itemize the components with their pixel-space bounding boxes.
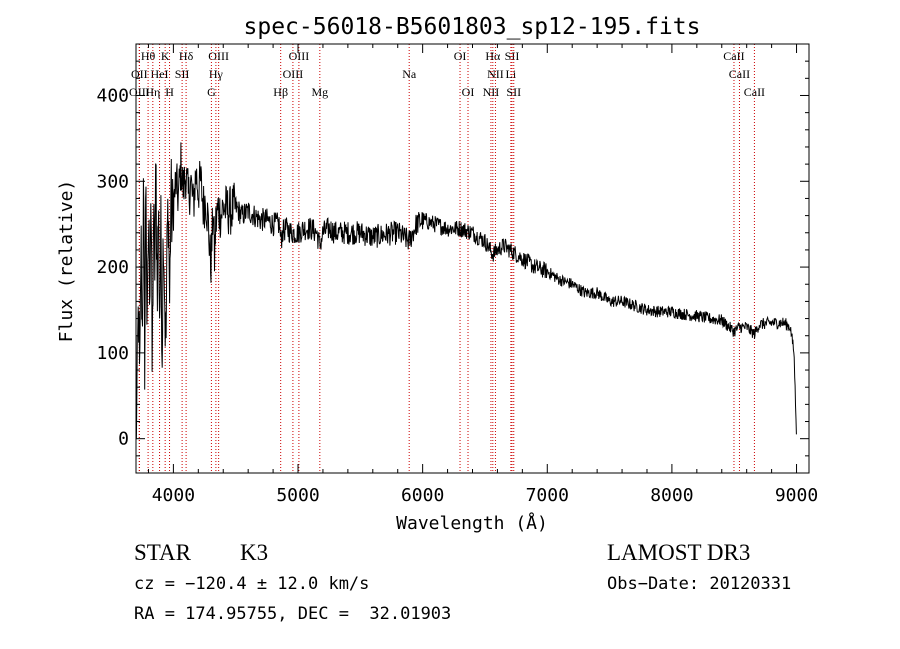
x-tick-label: 4000 <box>152 485 195 506</box>
line-label: Hγ <box>209 67 224 81</box>
spectrum-line <box>135 142 797 440</box>
line-label: Hα <box>485 49 501 63</box>
line-label: H <box>165 85 174 99</box>
y-tick-label: 200 <box>96 257 129 278</box>
line-label: SII <box>505 49 520 63</box>
line-label: Hδ <box>179 49 194 63</box>
ra-dec-coordinates: RA = 174.95755, DEC = 32.01903 <box>134 604 451 624</box>
line-label: OIII <box>208 49 229 63</box>
line-label: OIII <box>289 49 310 63</box>
line-label: G <box>207 85 216 99</box>
line-label: NII <box>487 67 504 81</box>
y-axis-label: Flux (relative) <box>56 180 77 343</box>
y-tick-label: 400 <box>96 85 129 106</box>
x-tick-label: 6000 <box>401 485 444 506</box>
y-axis-ticks: 0 100 200 300 400 <box>96 43 809 474</box>
redshift-cz: cz = −120.4 ± 12.0 km/s <box>134 574 369 594</box>
line-label: SII <box>175 67 190 81</box>
x-axis-ticks: 4000 5000 6000 7000 8000 9000 <box>147 44 818 506</box>
line-label: CaII <box>729 67 750 81</box>
x-tick-label: 5000 <box>276 485 319 506</box>
observation-date: Obs−Date: 20120331 <box>607 574 791 594</box>
x-tick-label: 7000 <box>526 485 569 506</box>
line-label: OI <box>462 85 475 99</box>
line-label: OI <box>454 49 467 63</box>
y-tick-label: 100 <box>96 343 129 364</box>
line-label: Hβ <box>273 85 288 99</box>
line-label: K <box>161 49 170 63</box>
y-tick-label: 0 <box>118 429 129 450</box>
x-axis-label: Wavelength (Å) <box>396 512 548 534</box>
line-label: CaII <box>744 85 765 99</box>
line-label: HeI <box>151 67 169 81</box>
line-label: Hθ <box>141 49 156 63</box>
line-label: SII <box>506 85 521 99</box>
x-tick-label: 9000 <box>775 485 818 506</box>
line-label: Hη <box>145 85 160 99</box>
object-class: STAR <box>134 540 192 565</box>
line-label: NII <box>483 85 500 99</box>
x-tick-label: 8000 <box>650 485 693 506</box>
y-tick-label: 300 <box>96 171 129 192</box>
object-subclass: K3 <box>240 540 268 565</box>
plot-frame <box>135 43 810 474</box>
chart-title: spec-56018-B5601803_sp12-195.fits <box>244 14 701 40</box>
line-label: OIII <box>283 67 304 81</box>
line-label: Mg <box>311 85 328 99</box>
line-label: CaII <box>723 49 744 63</box>
spectrum-series <box>135 142 797 440</box>
survey-label: LAMOST DR3 <box>607 540 750 565</box>
line-label: Li <box>506 67 517 81</box>
line-label: Na <box>402 67 417 81</box>
